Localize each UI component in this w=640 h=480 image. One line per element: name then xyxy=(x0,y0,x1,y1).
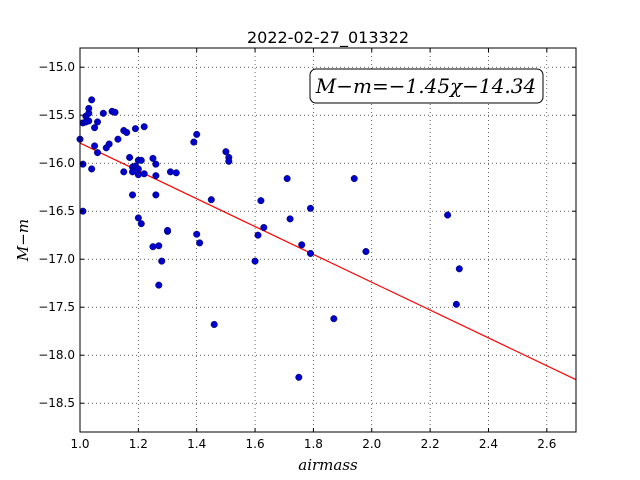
y-tick-label: −15.0 xyxy=(38,60,75,74)
data-point xyxy=(444,211,452,219)
y-tick-label: −17.5 xyxy=(38,300,75,314)
data-points xyxy=(76,96,463,381)
data-point xyxy=(295,373,303,381)
data-point xyxy=(196,239,204,247)
data-point xyxy=(152,172,160,180)
data-point xyxy=(94,118,102,126)
data-point xyxy=(306,249,314,257)
y-tick-label: −16.0 xyxy=(38,156,75,170)
data-point xyxy=(85,117,93,125)
data-point xyxy=(155,281,163,289)
data-point xyxy=(114,135,122,143)
data-point xyxy=(105,140,113,148)
y-tick-label: −15.5 xyxy=(38,108,75,122)
data-point xyxy=(111,108,119,116)
data-point xyxy=(149,154,157,162)
data-point xyxy=(158,257,166,265)
x-tick-label: 1.0 xyxy=(70,437,89,451)
data-point xyxy=(129,191,137,199)
x-tick-label: 2.4 xyxy=(479,437,498,451)
data-point xyxy=(286,215,294,223)
data-point xyxy=(79,160,87,168)
y-tick-label: −16.5 xyxy=(38,204,75,218)
data-point xyxy=(455,265,463,273)
data-point xyxy=(88,96,96,104)
data-point xyxy=(166,168,174,176)
data-point xyxy=(283,175,291,183)
annotation-text: M−m=−1.45χ−14.34 xyxy=(315,74,536,98)
fit-line xyxy=(79,142,577,381)
data-point xyxy=(91,124,99,132)
annotation-box xyxy=(309,68,544,104)
y-tick-label: −17.0 xyxy=(38,252,75,266)
data-point xyxy=(152,160,160,168)
data-point xyxy=(193,130,201,138)
data-point xyxy=(123,128,131,136)
data-point xyxy=(137,220,145,228)
data-point xyxy=(210,320,218,328)
x-tick-label: 1.6 xyxy=(246,437,265,451)
data-point xyxy=(120,168,128,176)
x-tick-label: 2.6 xyxy=(537,437,556,451)
data-point xyxy=(140,123,148,131)
data-point xyxy=(88,165,96,173)
x-tick-label: 1.8 xyxy=(304,437,323,451)
data-point xyxy=(193,230,201,238)
x-tick-label: 1.4 xyxy=(187,437,206,451)
data-point xyxy=(149,243,157,251)
data-point xyxy=(131,125,139,133)
data-point xyxy=(134,214,142,222)
data-point xyxy=(164,226,172,234)
data-point xyxy=(91,142,99,150)
x-axis-label: airmass xyxy=(298,456,358,474)
data-point xyxy=(126,153,134,161)
data-point xyxy=(155,242,163,250)
data-point xyxy=(190,138,198,146)
chart-title: 2022-02-27_013322 xyxy=(247,28,409,48)
data-point xyxy=(207,196,215,204)
x-axis-ticks: 1.0 1.2 1.4 1.6 1.8 2.0 2.2 2.4 2.6 xyxy=(70,48,556,451)
data-point xyxy=(330,315,338,323)
x-tick-label: 1.2 xyxy=(129,437,148,451)
data-point xyxy=(298,241,306,249)
y-tick-label: −18.5 xyxy=(38,396,75,410)
x-tick-label: 2.0 xyxy=(362,437,381,451)
data-point xyxy=(452,300,460,308)
y-axis-ticks: −15.0 −15.5 −16.0 −16.5 −17.0 −17.5 −18.0 −18.5 xyxy=(38,60,576,410)
data-point xyxy=(137,156,145,164)
data-point xyxy=(251,257,259,265)
data-point xyxy=(254,231,262,239)
x-tick-label: 2.2 xyxy=(421,437,440,451)
data-point xyxy=(152,191,160,199)
grid-lines xyxy=(79,48,576,432)
data-point xyxy=(257,197,265,205)
y-axis-label: M−m xyxy=(14,219,32,262)
data-point xyxy=(172,169,180,177)
data-point xyxy=(94,149,102,157)
data-point xyxy=(222,148,230,156)
data-point xyxy=(85,104,93,112)
data-point xyxy=(362,248,370,256)
data-point xyxy=(225,157,233,165)
data-point xyxy=(260,224,268,232)
plot-frame xyxy=(79,47,577,433)
fit-line-group xyxy=(79,142,577,381)
data-point xyxy=(306,204,314,212)
data-point xyxy=(134,165,142,173)
data-point xyxy=(99,109,107,117)
data-point xyxy=(140,170,148,178)
y-tick-label: −18.0 xyxy=(38,348,75,362)
equation-annotation: M−m=−1.45χ−14.34 xyxy=(309,68,544,104)
data-point xyxy=(350,175,358,183)
data-point xyxy=(129,168,137,176)
